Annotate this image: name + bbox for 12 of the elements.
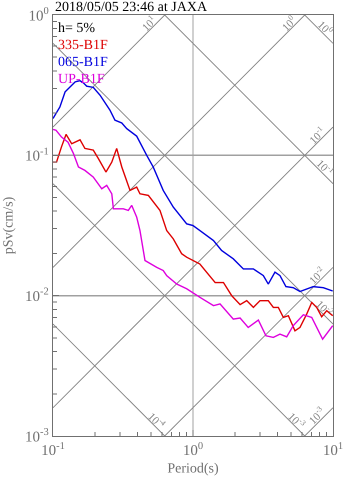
y-tick-label: 10$^{0}$ — [28, 6, 49, 24]
y-tick-label: 10$^{-2}$ — [25, 286, 49, 305]
chart-title: 2018/05/05 23:46 at JAXA — [55, 0, 208, 15]
y-axis-title: pSv(cm/s) — [2, 196, 17, 254]
y-tick-label: 10$^{-1}$ — [25, 146, 49, 165]
text: 335-B1F — [58, 38, 108, 53]
series-label: 065-B1F — [58, 55, 108, 70]
x-tick-label: 10$^{0}$ — [182, 440, 204, 460]
text: UP-B1F — [58, 72, 105, 87]
legend-title: h= 5% — [58, 21, 96, 36]
x-axis-title: Period(s) — [167, 461, 219, 476]
x-tick-label: 10$^{1}$ — [322, 440, 344, 460]
